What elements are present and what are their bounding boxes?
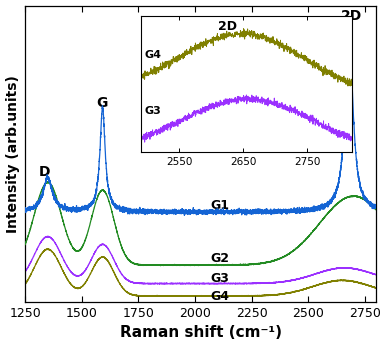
Text: G4: G4	[211, 290, 230, 303]
Y-axis label: Intensity (arb.units): Intensity (arb.units)	[5, 75, 19, 233]
Text: G1: G1	[211, 199, 230, 212]
Text: G2: G2	[211, 252, 230, 265]
Text: G: G	[97, 95, 108, 110]
Text: G3: G3	[211, 272, 230, 285]
Text: D: D	[39, 165, 50, 179]
X-axis label: Raman shift (cm⁻¹): Raman shift (cm⁻¹)	[120, 326, 282, 340]
Text: 2D: 2D	[341, 9, 362, 23]
